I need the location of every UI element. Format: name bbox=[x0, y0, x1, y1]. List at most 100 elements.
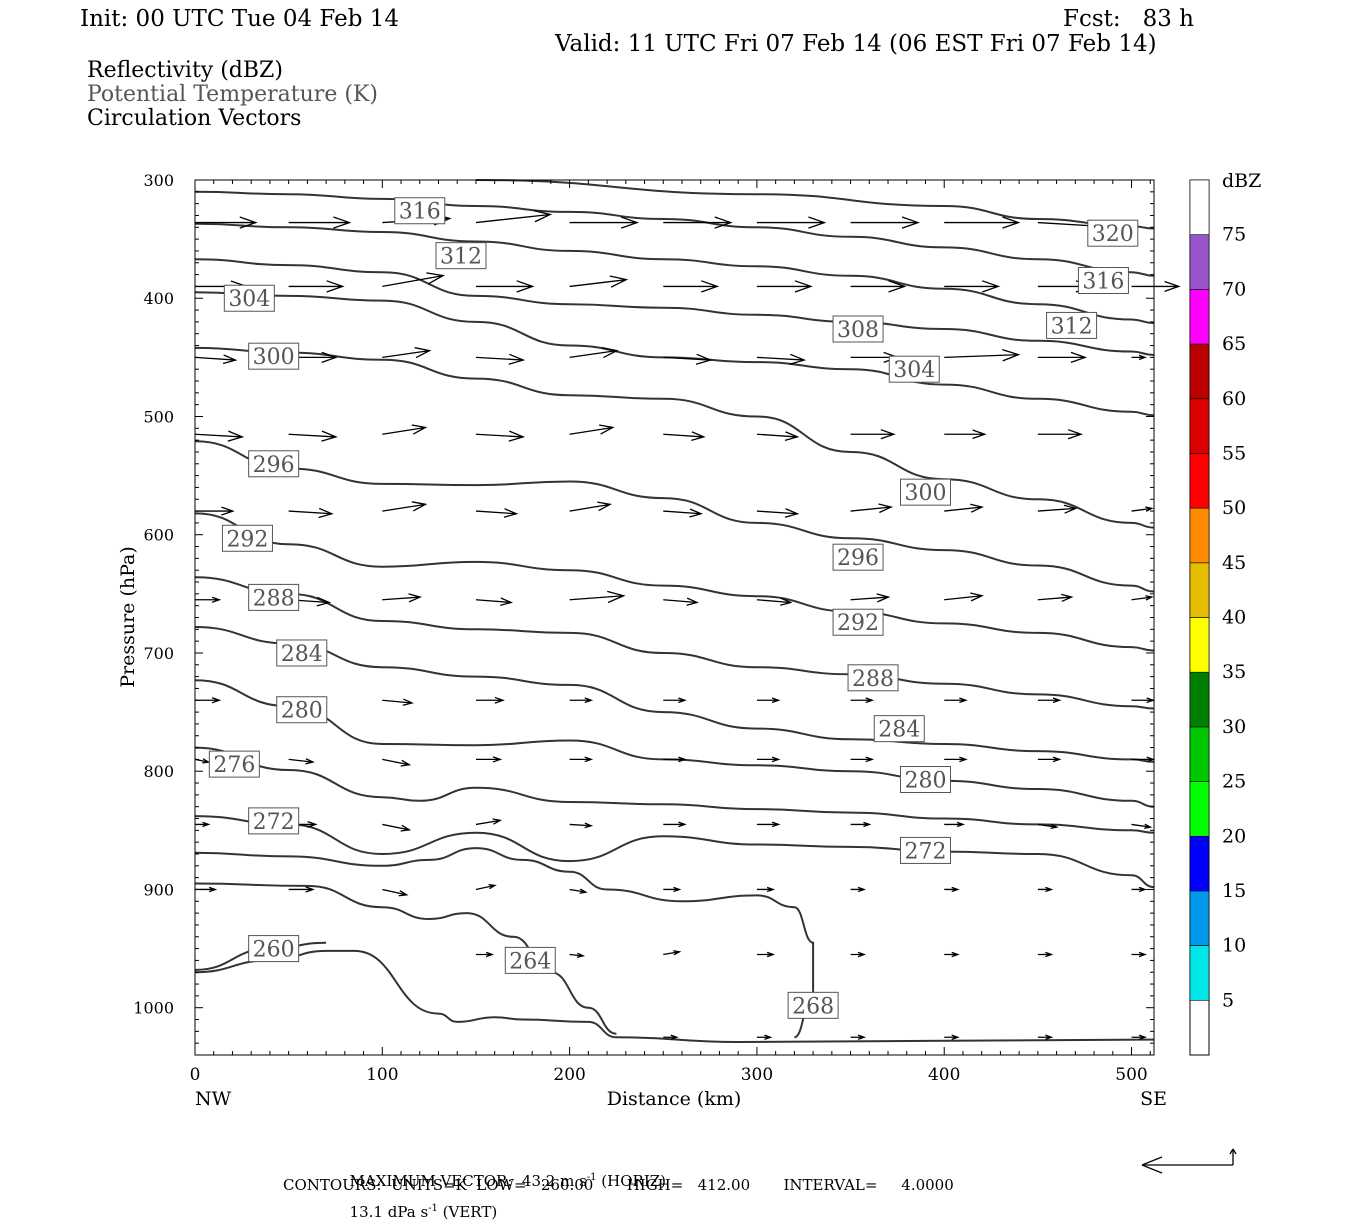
circulation-vector bbox=[195, 506, 235, 516]
contour-label-box bbox=[504, 946, 556, 974]
circulation-vector bbox=[663, 216, 733, 229]
forecast-hour: Fcst: 83 h bbox=[1063, 6, 1194, 32]
colorbar-swatch bbox=[1189, 726, 1210, 782]
contour-label-box bbox=[223, 284, 275, 312]
circulation-vector bbox=[1037, 593, 1074, 603]
contour-label-box bbox=[832, 315, 884, 343]
contour-label: 296 bbox=[837, 546, 879, 571]
circulation-vector bbox=[475, 280, 535, 293]
circulation-vector bbox=[850, 216, 921, 229]
circulation-vector bbox=[663, 697, 687, 704]
circulation-vector bbox=[663, 756, 687, 763]
y-tick-label: 700 bbox=[143, 644, 174, 663]
colorbar-tick-label: 15 bbox=[1222, 880, 1246, 902]
colorbar-tick-label: 65 bbox=[1222, 333, 1246, 355]
x-tick-label: 300 bbox=[741, 1065, 773, 1085]
contour-label: 312 bbox=[1051, 314, 1093, 339]
circulation-vector bbox=[944, 821, 966, 828]
theta-contour-292 bbox=[194, 512, 1155, 652]
contour-label: 308 bbox=[837, 318, 879, 343]
contour-label: 288 bbox=[852, 667, 894, 692]
circulation-vector bbox=[569, 888, 588, 894]
circulation-vector bbox=[944, 697, 968, 704]
theta-contour-320 bbox=[475, 179, 1155, 230]
contour-label-box bbox=[1087, 219, 1139, 247]
circulation-vector bbox=[944, 280, 1001, 293]
colorbar-swatch bbox=[1189, 398, 1210, 454]
contour-label-box bbox=[221, 524, 273, 552]
x-end-label-right: SE bbox=[1140, 1088, 1167, 1110]
contour-label: 300 bbox=[253, 345, 295, 370]
theta-contour-316 bbox=[194, 190, 1155, 277]
colorbar-tick-label: 40 bbox=[1222, 607, 1246, 629]
circulation-vector bbox=[1131, 354, 1147, 361]
circulation-vector bbox=[1037, 697, 1062, 704]
colorbar: 5 10 15 20 25 30 35 40 45 50 55 60 65 70 75 bbox=[1189, 179, 1246, 1056]
circulation-vector bbox=[756, 508, 800, 518]
theta-contour-276 bbox=[194, 746, 1155, 834]
circulation-vector bbox=[1131, 1034, 1147, 1040]
circulation-vector bbox=[475, 353, 526, 365]
theta-contour-312 bbox=[194, 222, 1155, 325]
circulation-vector bbox=[1131, 595, 1154, 601]
x-end-label-left: NW bbox=[195, 1088, 232, 1110]
contour-label: 280 bbox=[904, 768, 946, 793]
colorbar-title: dBZ bbox=[1222, 170, 1261, 192]
theta-contour-296 bbox=[194, 440, 1155, 593]
x-tick-label: 500 bbox=[1115, 1065, 1147, 1085]
contour-label: 304 bbox=[228, 287, 270, 312]
axes: 300 400 500 600 700 800 900 1000 0 100 200 300 400 50… bbox=[133, 171, 1154, 1085]
circulation-vector bbox=[382, 758, 412, 767]
max-vector-horiz-prefix: MAXIMUM VECTOR: 43.2 m s bbox=[349, 1172, 587, 1190]
contour-label: 260 bbox=[253, 938, 295, 963]
circulation-vector bbox=[288, 758, 315, 765]
circulation-vector bbox=[850, 593, 891, 603]
circulation-vector bbox=[1131, 697, 1156, 704]
contour-label: 284 bbox=[281, 642, 323, 667]
circulation-vector bbox=[756, 1034, 773, 1040]
circulation-vector bbox=[475, 597, 514, 606]
field-potential-temperature: Potential Temperature (K) bbox=[87, 82, 378, 107]
y-tick-label: 400 bbox=[143, 289, 174, 308]
contour-label-box bbox=[248, 583, 300, 611]
colorbar-swatch bbox=[1189, 617, 1210, 673]
y-tick-label: 500 bbox=[143, 407, 174, 426]
circulation-vector bbox=[569, 501, 613, 512]
contour-label-box bbox=[899, 836, 951, 864]
circulation-vector bbox=[663, 886, 682, 893]
circulation-vector bbox=[569, 590, 626, 604]
theta-contour-264 bbox=[194, 882, 617, 1035]
circulation-vector bbox=[756, 886, 776, 893]
circulation-vector bbox=[475, 430, 526, 442]
circulation-vector bbox=[1037, 504, 1078, 514]
circulation-vector bbox=[194, 430, 245, 442]
y-tick-label: 300 bbox=[143, 171, 174, 190]
circulation-vector bbox=[756, 216, 827, 229]
circulation-vector bbox=[756, 951, 776, 958]
y-tick-label: 1000 bbox=[133, 999, 174, 1018]
circulation-vector bbox=[1131, 280, 1181, 292]
circulation-vector bbox=[382, 698, 414, 706]
circulation-vector bbox=[663, 353, 713, 365]
circulation-vector bbox=[382, 424, 428, 435]
theta-contour-308 bbox=[194, 258, 1155, 356]
circulation-vector bbox=[382, 501, 428, 512]
circulation-vector bbox=[756, 431, 800, 441]
contour-label-box bbox=[248, 807, 300, 835]
y-tick-label: 800 bbox=[143, 762, 174, 781]
colorbar-swatch bbox=[1189, 234, 1210, 290]
contour-label-box bbox=[787, 991, 839, 1019]
circulation-vector bbox=[195, 596, 222, 603]
contour-label-box bbox=[394, 197, 446, 225]
contour-label-box bbox=[847, 664, 899, 692]
circulation-vector bbox=[195, 697, 222, 704]
contour-labels: 320 316 316 312 312 308 304 304 300 300 296 296 292 2… bbox=[208, 197, 1139, 1019]
circulation-vector bbox=[475, 210, 553, 224]
colorbar-tick-label: 75 bbox=[1222, 224, 1246, 246]
circulation-vector bbox=[382, 593, 423, 603]
circulation-vector bbox=[944, 429, 987, 440]
contours-info: CONTOURS: UNITS=K LOW= 260.00 HIGH= 412.… bbox=[283, 1176, 954, 1194]
circulation-vector bbox=[850, 886, 867, 893]
contour-label: 280 bbox=[281, 699, 323, 724]
circulation-vector bbox=[1037, 951, 1054, 958]
